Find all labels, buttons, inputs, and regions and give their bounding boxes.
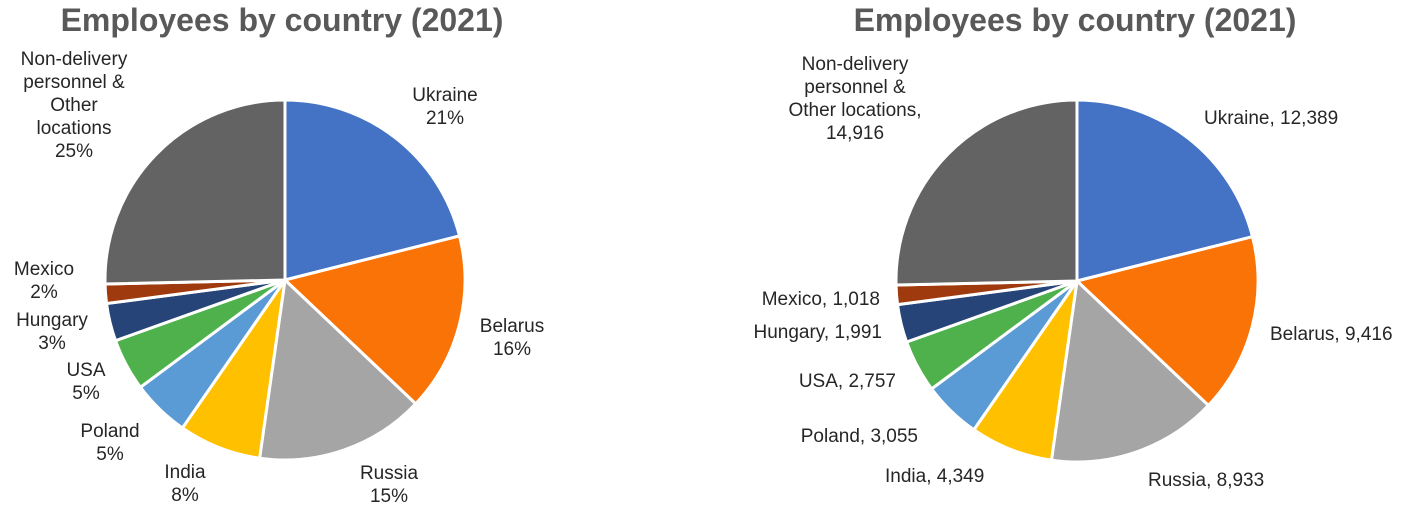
data-label-russia: Russia, 8,933 (1148, 470, 1264, 491)
data-label-poland: Poland 5% (80, 421, 139, 465)
data-label-hungary: Hungary 3% (16, 310, 88, 354)
data-label-usa: USA 5% (66, 360, 105, 404)
pie-slice-belarus (283, 234, 467, 406)
data-label-mexico: Mexico, 1,018 (762, 289, 880, 310)
pie-slice-ukraine (283, 98, 462, 282)
data-label-russia: Russia 15% (360, 463, 419, 507)
data-label-non-delivery-personnel-other-locations: Non-delivery personnel & Other locations, 1… (788, 54, 921, 144)
pie-slice-non-delivery-personnel-other-locations (894, 98, 1079, 287)
chart-title-left: Employees by country (2021) (60, 2, 504, 38)
data-label-usa: USA, 2,757 (799, 371, 896, 392)
data-label-poland: Poland, 3,055 (801, 426, 918, 447)
pie-left: Ukraine 21% Belarus 16% Russia 15% India 8% Pola… (14, 49, 544, 507)
pie-slice-russia (1049, 279, 1210, 464)
chart-title-right: Employees by country (2021) (853, 2, 1297, 38)
pie-right: Ukraine, 12,389 Belarus, 9,416 Russia, 8,9… (753, 54, 1392, 491)
pie-slice-belarus (1075, 235, 1260, 407)
data-label-mexico: Mexico 2% (14, 259, 74, 303)
data-label-ukraine: Ukraine, 12,389 (1204, 108, 1338, 129)
data-label-ukraine: Ukraine 21% (412, 85, 477, 129)
pie-slice-russia (258, 278, 418, 462)
data-label-hungary: Hungary, 1,991 (753, 322, 882, 343)
data-label-india: India, 4,349 (885, 466, 984, 487)
data-label-non-delivery-personnel-other-locations: Non-delivery personnel & Other locations 25% (21, 49, 128, 162)
data-label-belarus: Belarus 16% (480, 316, 544, 360)
pie-slice-ukraine (1075, 98, 1254, 283)
data-label-belarus: Belarus, 9,416 (1270, 324, 1393, 345)
pie-slice-non-delivery-personnel-other-locations (103, 98, 287, 286)
data-label-india: India 8% (164, 462, 206, 506)
